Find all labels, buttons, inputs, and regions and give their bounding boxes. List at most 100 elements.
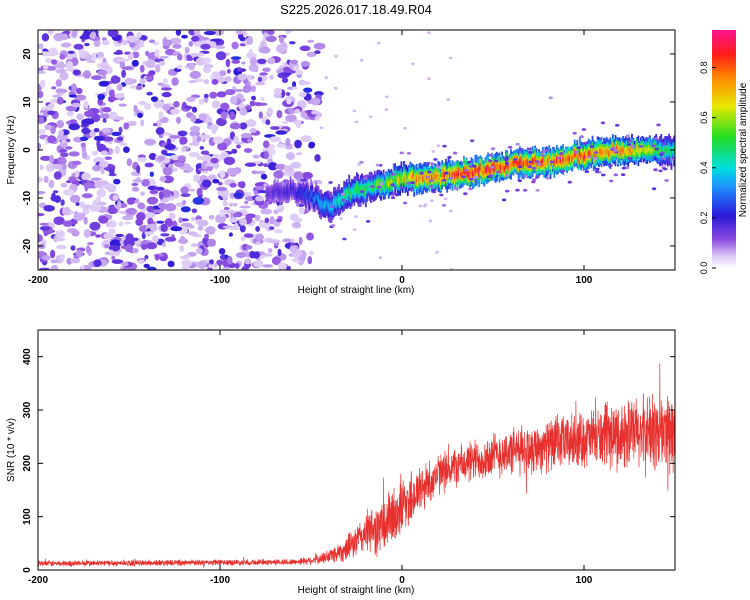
ridge-cell bbox=[487, 164, 489, 171]
y-tick-label: 10 bbox=[22, 96, 33, 108]
ridge-cell bbox=[636, 145, 638, 151]
noise-blob bbox=[260, 173, 268, 180]
noise-blob bbox=[135, 85, 143, 91]
ridge-halo bbox=[444, 171, 449, 175]
ridge-cell bbox=[594, 152, 596, 159]
noise-blob bbox=[205, 226, 216, 235]
noise-blob bbox=[284, 165, 295, 173]
noise-blob bbox=[173, 101, 180, 108]
noise-blob bbox=[95, 234, 101, 238]
noise-blob bbox=[213, 263, 218, 268]
noise-blob bbox=[51, 86, 57, 90]
noise-blob bbox=[266, 148, 276, 156]
snr-y-ticks: 0 100 200 300 400 bbox=[22, 348, 675, 573]
ridge-cell bbox=[322, 202, 325, 209]
noise-blob bbox=[150, 96, 159, 102]
noise-blob bbox=[45, 57, 53, 64]
noise-blob bbox=[98, 80, 110, 87]
ridge-cell bbox=[452, 171, 455, 176]
ridge-cell bbox=[372, 185, 375, 192]
noise-blob bbox=[273, 170, 284, 179]
noise-blob bbox=[252, 154, 260, 159]
noise-blob bbox=[58, 157, 67, 166]
noise-blob bbox=[146, 91, 153, 96]
ridge-cell bbox=[398, 177, 400, 184]
noise-blob bbox=[168, 212, 176, 220]
noise-blob bbox=[56, 244, 67, 250]
ridge-halo bbox=[527, 147, 532, 151]
ridge-halo bbox=[653, 137, 659, 140]
noise-blob bbox=[294, 218, 303, 223]
noise-blob bbox=[79, 136, 89, 141]
noise-blob bbox=[48, 179, 55, 189]
ridge-cell bbox=[651, 147, 654, 153]
ridge-cell bbox=[580, 153, 582, 159]
noise-blob bbox=[50, 195, 61, 202]
ridge-cell bbox=[362, 186, 365, 194]
noise-blob bbox=[191, 208, 198, 214]
noise-blob bbox=[145, 59, 156, 69]
noise-blob bbox=[73, 212, 85, 221]
noise-blob bbox=[108, 111, 118, 120]
noise-blob bbox=[160, 223, 168, 232]
noise-blob bbox=[123, 266, 128, 270]
ridge-halo bbox=[461, 175, 466, 179]
snr-x-axis-label: Height of straight line (km) bbox=[298, 585, 415, 596]
colorbar-tick-label: 0.6 bbox=[699, 111, 709, 124]
noise-blob bbox=[190, 52, 199, 57]
noise-blob bbox=[259, 46, 271, 54]
noise-blob bbox=[352, 228, 357, 232]
noise-blob bbox=[104, 244, 110, 249]
ridge-cell bbox=[646, 148, 649, 154]
ridge-cell bbox=[438, 174, 441, 181]
ridge-halo bbox=[581, 128, 587, 131]
ridge-cell bbox=[456, 172, 459, 179]
noise-blob bbox=[260, 208, 273, 215]
noise-blob bbox=[137, 157, 148, 163]
noise-blob bbox=[137, 112, 143, 119]
ridge-cell bbox=[538, 160, 540, 165]
noise-blob bbox=[197, 225, 203, 231]
colorbar-ticks: 0.0 0.2 0.4 0.6 0.8 bbox=[699, 61, 716, 274]
noise-blob bbox=[108, 205, 117, 215]
noise-blob bbox=[68, 94, 77, 98]
ridge-cell bbox=[497, 162, 500, 168]
x-tick-label: -100 bbox=[210, 275, 230, 286]
ridge-cell bbox=[557, 157, 559, 164]
noise-blob bbox=[129, 42, 136, 48]
noise-blob bbox=[153, 41, 159, 46]
ridge-cell bbox=[668, 147, 670, 152]
noise-blob bbox=[211, 78, 219, 85]
noise-blob bbox=[104, 156, 113, 160]
noise-blob bbox=[213, 136, 224, 144]
ridge-cell bbox=[377, 179, 380, 186]
noise-blob bbox=[176, 53, 183, 61]
noise-blob bbox=[254, 185, 265, 190]
ridge-cell bbox=[277, 187, 279, 194]
noise-blob bbox=[145, 76, 153, 81]
ridge-cell bbox=[548, 156, 551, 161]
noise-blob bbox=[291, 221, 302, 229]
ridge-cell bbox=[544, 159, 547, 166]
ridge-cell bbox=[446, 174, 449, 180]
noise-blob bbox=[189, 70, 201, 79]
noise-blob bbox=[119, 142, 128, 146]
noise-blob bbox=[139, 78, 146, 85]
noise-blob bbox=[298, 207, 305, 215]
ridge-cell bbox=[589, 150, 591, 156]
noise-blob bbox=[368, 115, 373, 118]
ridge-cell bbox=[299, 189, 302, 195]
ridge-cell bbox=[556, 156, 558, 163]
noise-blob bbox=[38, 116, 45, 124]
ridge-cell bbox=[384, 185, 386, 190]
noise-blob bbox=[252, 251, 260, 259]
ridge-halo bbox=[515, 142, 520, 146]
ridge-cell bbox=[463, 168, 465, 173]
noise-blob bbox=[245, 245, 253, 250]
noise-blob bbox=[53, 190, 59, 194]
ridge-halo bbox=[442, 179, 447, 182]
ridge-halo bbox=[394, 193, 400, 197]
noise-blob bbox=[66, 110, 74, 117]
noise-blob bbox=[47, 30, 54, 35]
noise-blob bbox=[102, 106, 112, 113]
